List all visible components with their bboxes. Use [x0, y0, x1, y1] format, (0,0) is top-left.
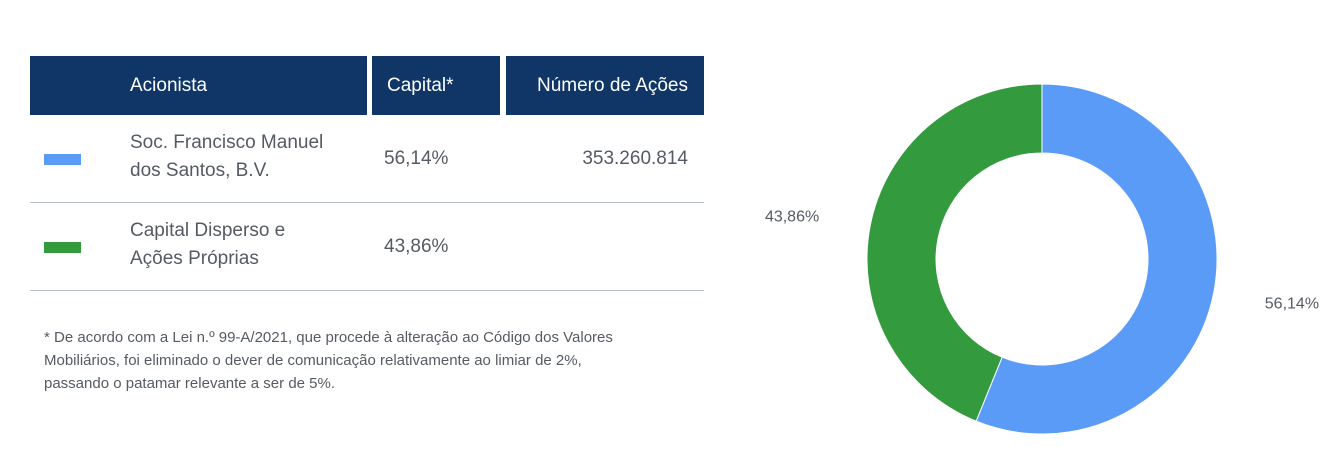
header-capital: Capital*: [372, 56, 500, 115]
footnote-line: passando o patamar relevante a ser de 5%…: [44, 375, 336, 392]
donut-chart-svg: 56,14% 43,86%: [765, 83, 1319, 435]
legend-swatch-blue: [44, 154, 81, 165]
shares-value: 353.260.814: [582, 148, 688, 169]
table-row: Capital Disperso e Ações Próprias 43,86%: [30, 203, 704, 291]
shareholder-table: Acionista Capital* Número de Ações Soc. …: [30, 56, 704, 291]
table-header: Acionista Capital* Número de Ações: [30, 56, 704, 115]
shareholder-name: Soc. Francisco Manuel dos Santos, B.V.: [130, 129, 360, 185]
donut-slice-0: [975, 83, 1218, 435]
legend-swatch-green: [44, 242, 81, 253]
donut-chart: 56,14% 43,86%: [760, 60, 1328, 457]
footnote: * De acordo com a Lei n.º 99-A/2021, que…: [44, 326, 704, 395]
capital-value: 43,86%: [384, 236, 449, 257]
shareholder-name-line: dos Santos, B.V.: [130, 160, 270, 181]
shareholder-name: Capital Disperso e Ações Próprias: [130, 217, 360, 273]
shareholder-name-line: Capital Disperso e: [130, 220, 286, 241]
header-shares: Número de Ações: [506, 56, 704, 115]
donut-slice-label-0: 56,14%: [1265, 296, 1319, 313]
capital-value: 56,14%: [384, 148, 449, 169]
shareholder-name-line: Soc. Francisco Manuel: [130, 132, 324, 153]
shareholder-name-line: Ações Próprias: [130, 248, 259, 269]
header-shareholder: Acionista: [30, 56, 367, 115]
donut-slice-1: [866, 83, 1043, 422]
table-row: Soc. Francisco Manuel dos Santos, B.V. 5…: [30, 115, 704, 203]
footnote-line: Mobiliários, foi eliminado o dever de co…: [44, 352, 582, 369]
footnote-line: * De acordo com a Lei n.º 99-A/2021, que…: [44, 329, 613, 346]
donut-slice-label-1: 43,86%: [765, 208, 819, 225]
